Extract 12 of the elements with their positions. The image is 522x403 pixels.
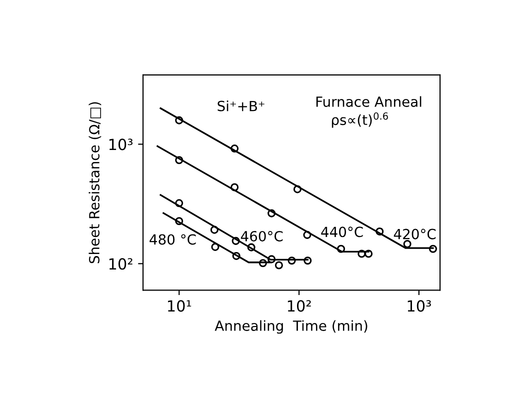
annotation: ρs∝(t)$^{0.6}$ xyxy=(332,112,388,128)
x-axis-title: Annealing Time (min) xyxy=(214,320,368,334)
annotation: 460°C xyxy=(240,230,283,242)
y-axis-title: Sheet Resistance (Ω/□) xyxy=(88,102,102,264)
annotation: Furnace Anneal xyxy=(316,96,422,107)
annotation: Si⁺+B⁺ xyxy=(218,100,264,112)
annotation: 440°C xyxy=(321,226,363,238)
x-tick-label: 10² xyxy=(288,300,311,312)
x-tick-label: 10¹ xyxy=(168,300,192,312)
annotation: 420°C xyxy=(394,228,436,240)
x-tick-label: 10³ xyxy=(408,300,431,312)
annotation: 480 °C xyxy=(150,234,196,245)
